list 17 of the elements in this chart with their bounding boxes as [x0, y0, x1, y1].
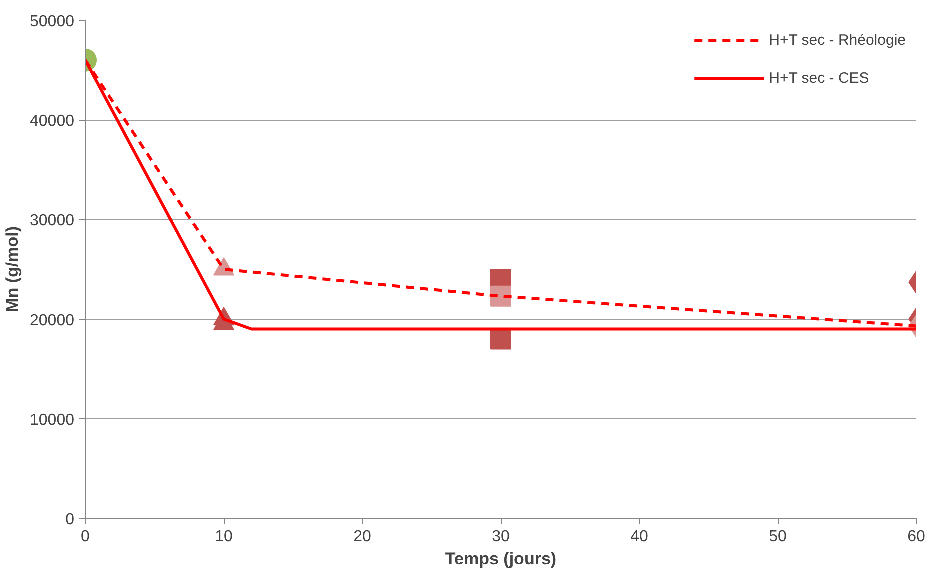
- x-tick-label: 10: [215, 528, 233, 546]
- x-tick-label: 0: [81, 528, 90, 546]
- x-tick-label: 40: [630, 528, 648, 546]
- y-tick-label: 10000: [30, 412, 75, 429]
- y-tick-label: 40000: [30, 113, 75, 130]
- x-tick-label: 20: [354, 528, 372, 546]
- x-tick-label: 60: [908, 528, 926, 546]
- y-tick-label: 30000: [30, 212, 75, 230]
- y-tick-label: 20000: [30, 312, 75, 330]
- x-axis-title: Temps (jours): [445, 550, 557, 568]
- y-axis-title: Mn (g/mol): [3, 226, 22, 312]
- y-tick-label: 0: [66, 512, 75, 528]
- legend-label: H+T sec - CES: [769, 70, 870, 86]
- x-tick-label: 50: [769, 528, 787, 546]
- y-tick-label: 50000: [30, 14, 75, 30]
- x-tick-label: 30: [492, 528, 510, 546]
- legend-label: H+T sec - Rhéologie: [769, 32, 906, 48]
